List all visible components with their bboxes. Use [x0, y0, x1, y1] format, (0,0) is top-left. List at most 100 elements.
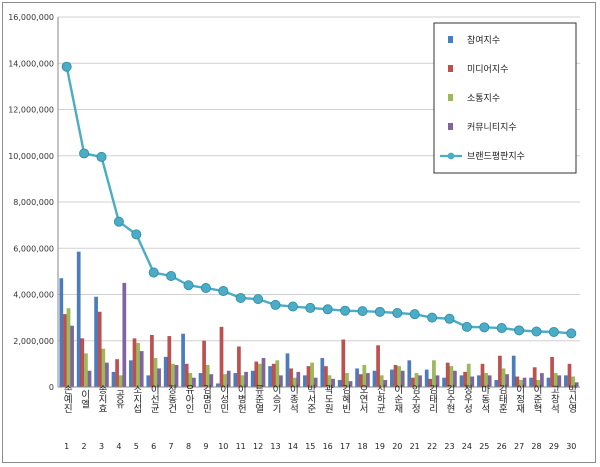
x-index-label: 18	[357, 442, 367, 451]
bar-1-3	[94, 296, 99, 388]
x-category-label: 이승기	[270, 385, 281, 414]
line-point-1	[61, 61, 72, 72]
x-axis: 손예진 1 이엘 2 송지효 3 공유 4 소지섭 5 이선균 6 장동건 7 유아인 8 김명민 9 이성민 10 이…	[58, 384, 580, 451]
line-point-13	[270, 299, 281, 310]
bar-3-6	[153, 357, 158, 388]
x-category-label: 신하균	[374, 385, 385, 414]
bar-1-8	[181, 333, 186, 388]
x-category-label: 소지섭	[131, 385, 142, 414]
x-category-label: 정우성	[461, 385, 472, 414]
x-category-label: 고창석	[548, 385, 559, 414]
line-point-24	[461, 321, 472, 332]
x-index-label: 14	[288, 442, 298, 451]
x-index-label: 28	[531, 442, 541, 451]
y-tick-label: 10,000,000	[8, 152, 54, 161]
brand-reputation-chart: 0 2,000,000 4,000,000 6,000,000 8,000,000 10,…	[8, 13, 580, 451]
x-index-label: 2	[82, 442, 87, 451]
x-category-label: 송지효	[96, 385, 107, 414]
bar-2-11	[236, 346, 241, 388]
x-category-label: 이성민	[218, 385, 229, 414]
x-category-label: 김수현	[444, 384, 455, 413]
bar-1-21	[407, 360, 412, 388]
bar-2-10	[219, 326, 224, 388]
bar-1-7	[163, 356, 168, 388]
legend-label: 참여지수	[467, 34, 500, 46]
x-category-label: 이병헌	[235, 385, 246, 414]
bar-3-12	[257, 363, 262, 388]
x-index-label: 20	[392, 442, 402, 451]
line-point-27	[514, 325, 525, 336]
legend-label: 소통지수	[467, 93, 500, 104]
line-point-26	[496, 323, 507, 334]
line-point-7	[166, 270, 177, 281]
x-category-label: 김혜빈	[340, 384, 351, 413]
x-category-label: 이선균	[148, 385, 159, 414]
bar-2-1	[62, 314, 67, 388]
line-point-23	[444, 313, 455, 324]
x-index-label: 23	[444, 442, 454, 451]
y-tick-label: 12,000,000	[8, 106, 54, 115]
bar-1-14	[285, 353, 290, 388]
bar-3-1	[66, 308, 71, 388]
x-index-label: 22	[427, 442, 437, 451]
line-point-18	[357, 306, 368, 317]
x-category-label: 박서준	[305, 385, 316, 414]
line-point-17	[340, 305, 351, 316]
bar-3-2	[83, 353, 88, 388]
bar-2-13	[271, 363, 276, 388]
bar-2-3	[97, 311, 102, 388]
bar-2-26	[497, 355, 502, 388]
bar-2-2	[80, 338, 85, 388]
x-index-label: 8	[186, 442, 191, 451]
bar-1-5	[128, 360, 133, 388]
y-tick-label: 2,000,000	[13, 337, 54, 346]
bar-1-2	[76, 251, 81, 388]
line-point-2	[79, 148, 90, 159]
x-category-label: 김태리	[427, 384, 438, 414]
gridlines	[58, 16, 580, 388]
bar-4-5	[139, 351, 144, 388]
bar-2-7	[167, 335, 172, 388]
line-point-29	[548, 326, 559, 337]
x-index-label: 15	[305, 442, 315, 451]
x-index-label: 4	[116, 442, 121, 451]
bar-3-4	[118, 375, 123, 388]
x-category-label: 마동석	[479, 385, 490, 414]
bar-4-3	[104, 362, 109, 388]
line-point-3	[96, 151, 107, 162]
bar-2-12	[254, 361, 259, 388]
x-index-label: 17	[340, 442, 350, 451]
line-point-21	[409, 309, 420, 320]
line-point-30	[566, 328, 577, 339]
line-point-11	[235, 292, 246, 303]
legend-swatch-4	[448, 123, 453, 130]
x-category-label: 오연서	[357, 385, 368, 414]
line-point-8	[183, 280, 194, 291]
x-category-label: 이엘	[79, 390, 90, 409]
bar-2-19	[376, 345, 381, 388]
legend-swatch-marker	[447, 152, 455, 160]
x-category-label: 임수정	[409, 384, 420, 413]
line-point-10	[218, 286, 229, 297]
bar-1-4	[111, 371, 116, 388]
bar-2-20	[393, 364, 398, 388]
bar-3-7	[170, 363, 175, 388]
x-index-label: 10	[218, 442, 228, 451]
bar-3-22	[431, 360, 436, 388]
line-point-12	[253, 294, 264, 305]
y-tick-label: 6,000,000	[13, 244, 54, 253]
bar-2-30	[567, 363, 572, 388]
line-series	[61, 61, 577, 339]
x-index-label: 21	[410, 442, 420, 451]
x-index-label: 24	[462, 442, 472, 451]
x-category-label: 유아인	[183, 385, 194, 414]
line-point-28	[531, 326, 542, 337]
legend-label: 브랜드평판지수	[467, 151, 525, 162]
y-axis: 0 2,000,000 4,000,000 6,000,000 8,000,000 10,…	[8, 13, 59, 392]
y-tick-label: 14,000,000	[8, 59, 54, 68]
x-category-label: 이준혁	[531, 385, 542, 414]
y-tick-label: 8,000,000	[13, 198, 54, 207]
x-category-label: 이순재	[392, 385, 403, 414]
y-tick-label: 16,000,000	[8, 13, 54, 22]
